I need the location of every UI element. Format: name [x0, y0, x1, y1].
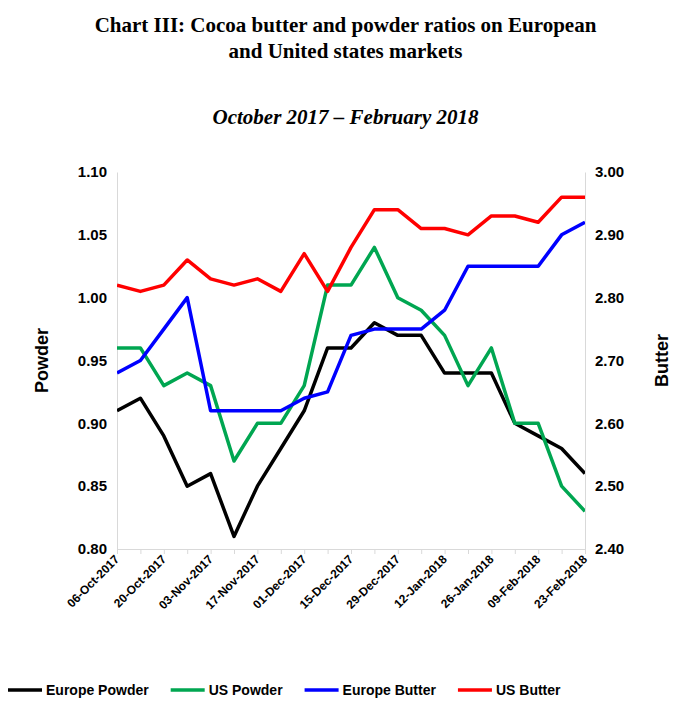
tick-mark — [421, 549, 422, 554]
y2-axis: 2.40 2.50 2.60 2.70 2.80 2.90 3.00 — [585, 163, 624, 557]
x-tick — [281, 549, 282, 554]
tick-label: 2.50 — [595, 477, 624, 494]
x-tick — [468, 549, 469, 554]
tick-mark — [211, 549, 212, 554]
tick-label: 1.05 — [78, 226, 107, 243]
tick-label: 3.00 — [595, 163, 624, 180]
y-axis: 0.80 0.85 0.90 0.95 1.00 1.05 1.10 — [78, 163, 118, 557]
y-axis-title: Powder — [32, 328, 52, 393]
x-tick — [562, 549, 563, 554]
tick-label: 2.40 — [595, 540, 624, 557]
y-tick: 0.95 — [78, 352, 117, 369]
tick-mark — [187, 549, 188, 554]
x-tick — [187, 549, 188, 554]
y2-tick: 3.00 — [585, 163, 624, 180]
legend-swatch — [458, 688, 492, 692]
y-tick: 0.90 — [78, 415, 117, 432]
legend-item: Europe Powder — [8, 682, 149, 698]
tick-mark — [117, 549, 118, 554]
tick-mark — [538, 549, 539, 554]
legend-item: Europe Butter — [305, 682, 437, 698]
tick-mark — [585, 549, 586, 554]
x-tick — [421, 549, 422, 554]
series-line — [117, 247, 585, 511]
y2-tick: 2.40 — [585, 540, 624, 557]
axis-line — [585, 173, 586, 550]
tick-label: 1.00 — [78, 289, 107, 306]
tick-label: 0.80 — [78, 540, 107, 557]
x-axis: 06-Oct-201720-Oct-201703-Nov-201717-Nov-… — [64, 549, 590, 612]
y2-tick: 2.50 — [585, 477, 624, 494]
tick-mark — [398, 549, 399, 554]
legend-swatch — [305, 688, 339, 692]
tick-label: 0.90 — [78, 415, 107, 432]
tick-mark — [234, 549, 235, 554]
y2-tick: 2.60 — [585, 415, 624, 432]
tick-mark — [140, 549, 141, 554]
x-tick — [515, 549, 516, 554]
tick-mark — [491, 549, 492, 554]
chart: Chart III: Cocoa butter and powder ratio… — [0, 0, 691, 726]
x-tick — [374, 549, 375, 554]
tick-mark — [445, 549, 446, 554]
y2-tick: 2.90 — [585, 226, 624, 243]
tick-mark — [562, 549, 563, 554]
tick-label: 2.90 — [595, 226, 624, 243]
legend-swatch — [171, 688, 205, 692]
tick-mark — [164, 549, 165, 554]
y2-tick: 2.80 — [585, 289, 624, 306]
tick-mark — [351, 549, 352, 554]
y2-tick: 2.70 — [585, 352, 624, 369]
x-tick: 23-Feb-2018 — [531, 549, 590, 611]
subtitle: October 2017 – February 2018 — [213, 105, 479, 129]
lines — [117, 197, 585, 536]
legend: Europe Powder US Powder Europe Butter US Bu… — [8, 682, 561, 698]
title: and United states markets — [229, 39, 463, 63]
tick-label: 1.10 — [78, 163, 107, 180]
y-tick: 1.00 — [78, 289, 117, 306]
x-tick — [328, 549, 329, 554]
tick-label: 2.70 — [595, 352, 624, 369]
legend-item: US Butter — [458, 682, 561, 698]
series-line — [117, 197, 585, 291]
y-tick: 0.85 — [78, 477, 117, 494]
legend-swatch — [8, 688, 42, 692]
legend-label: Europe Butter — [343, 682, 437, 698]
tick-label: 0.95 — [78, 352, 107, 369]
y-tick: 1.10 — [78, 163, 117, 180]
tick-label: 23-Feb-2018 — [531, 552, 590, 611]
legend-label: Europe Powder — [46, 682, 149, 698]
x-tick — [234, 549, 235, 554]
tick-label: 2.60 — [595, 415, 624, 432]
axis-line — [117, 173, 118, 550]
y2-axis-title: Butter — [652, 334, 672, 387]
tick-mark — [304, 549, 305, 554]
legend-label: US Powder — [209, 682, 283, 698]
tick-mark — [328, 549, 329, 554]
tick-mark — [468, 549, 469, 554]
tick-mark — [515, 549, 516, 554]
title: Chart III: Cocoa butter and powder ratio… — [95, 13, 597, 37]
x-tick — [140, 549, 141, 554]
tick-mark — [257, 549, 258, 554]
legend-label: US Butter — [496, 682, 561, 698]
tick-label: 2.80 — [595, 289, 624, 306]
tick-mark — [374, 549, 375, 554]
tick-label: 0.85 — [78, 477, 107, 494]
legend-item: US Powder — [171, 682, 283, 698]
tick-mark — [281, 549, 282, 554]
y-tick: 1.05 — [78, 226, 117, 243]
series-line — [117, 323, 585, 537]
